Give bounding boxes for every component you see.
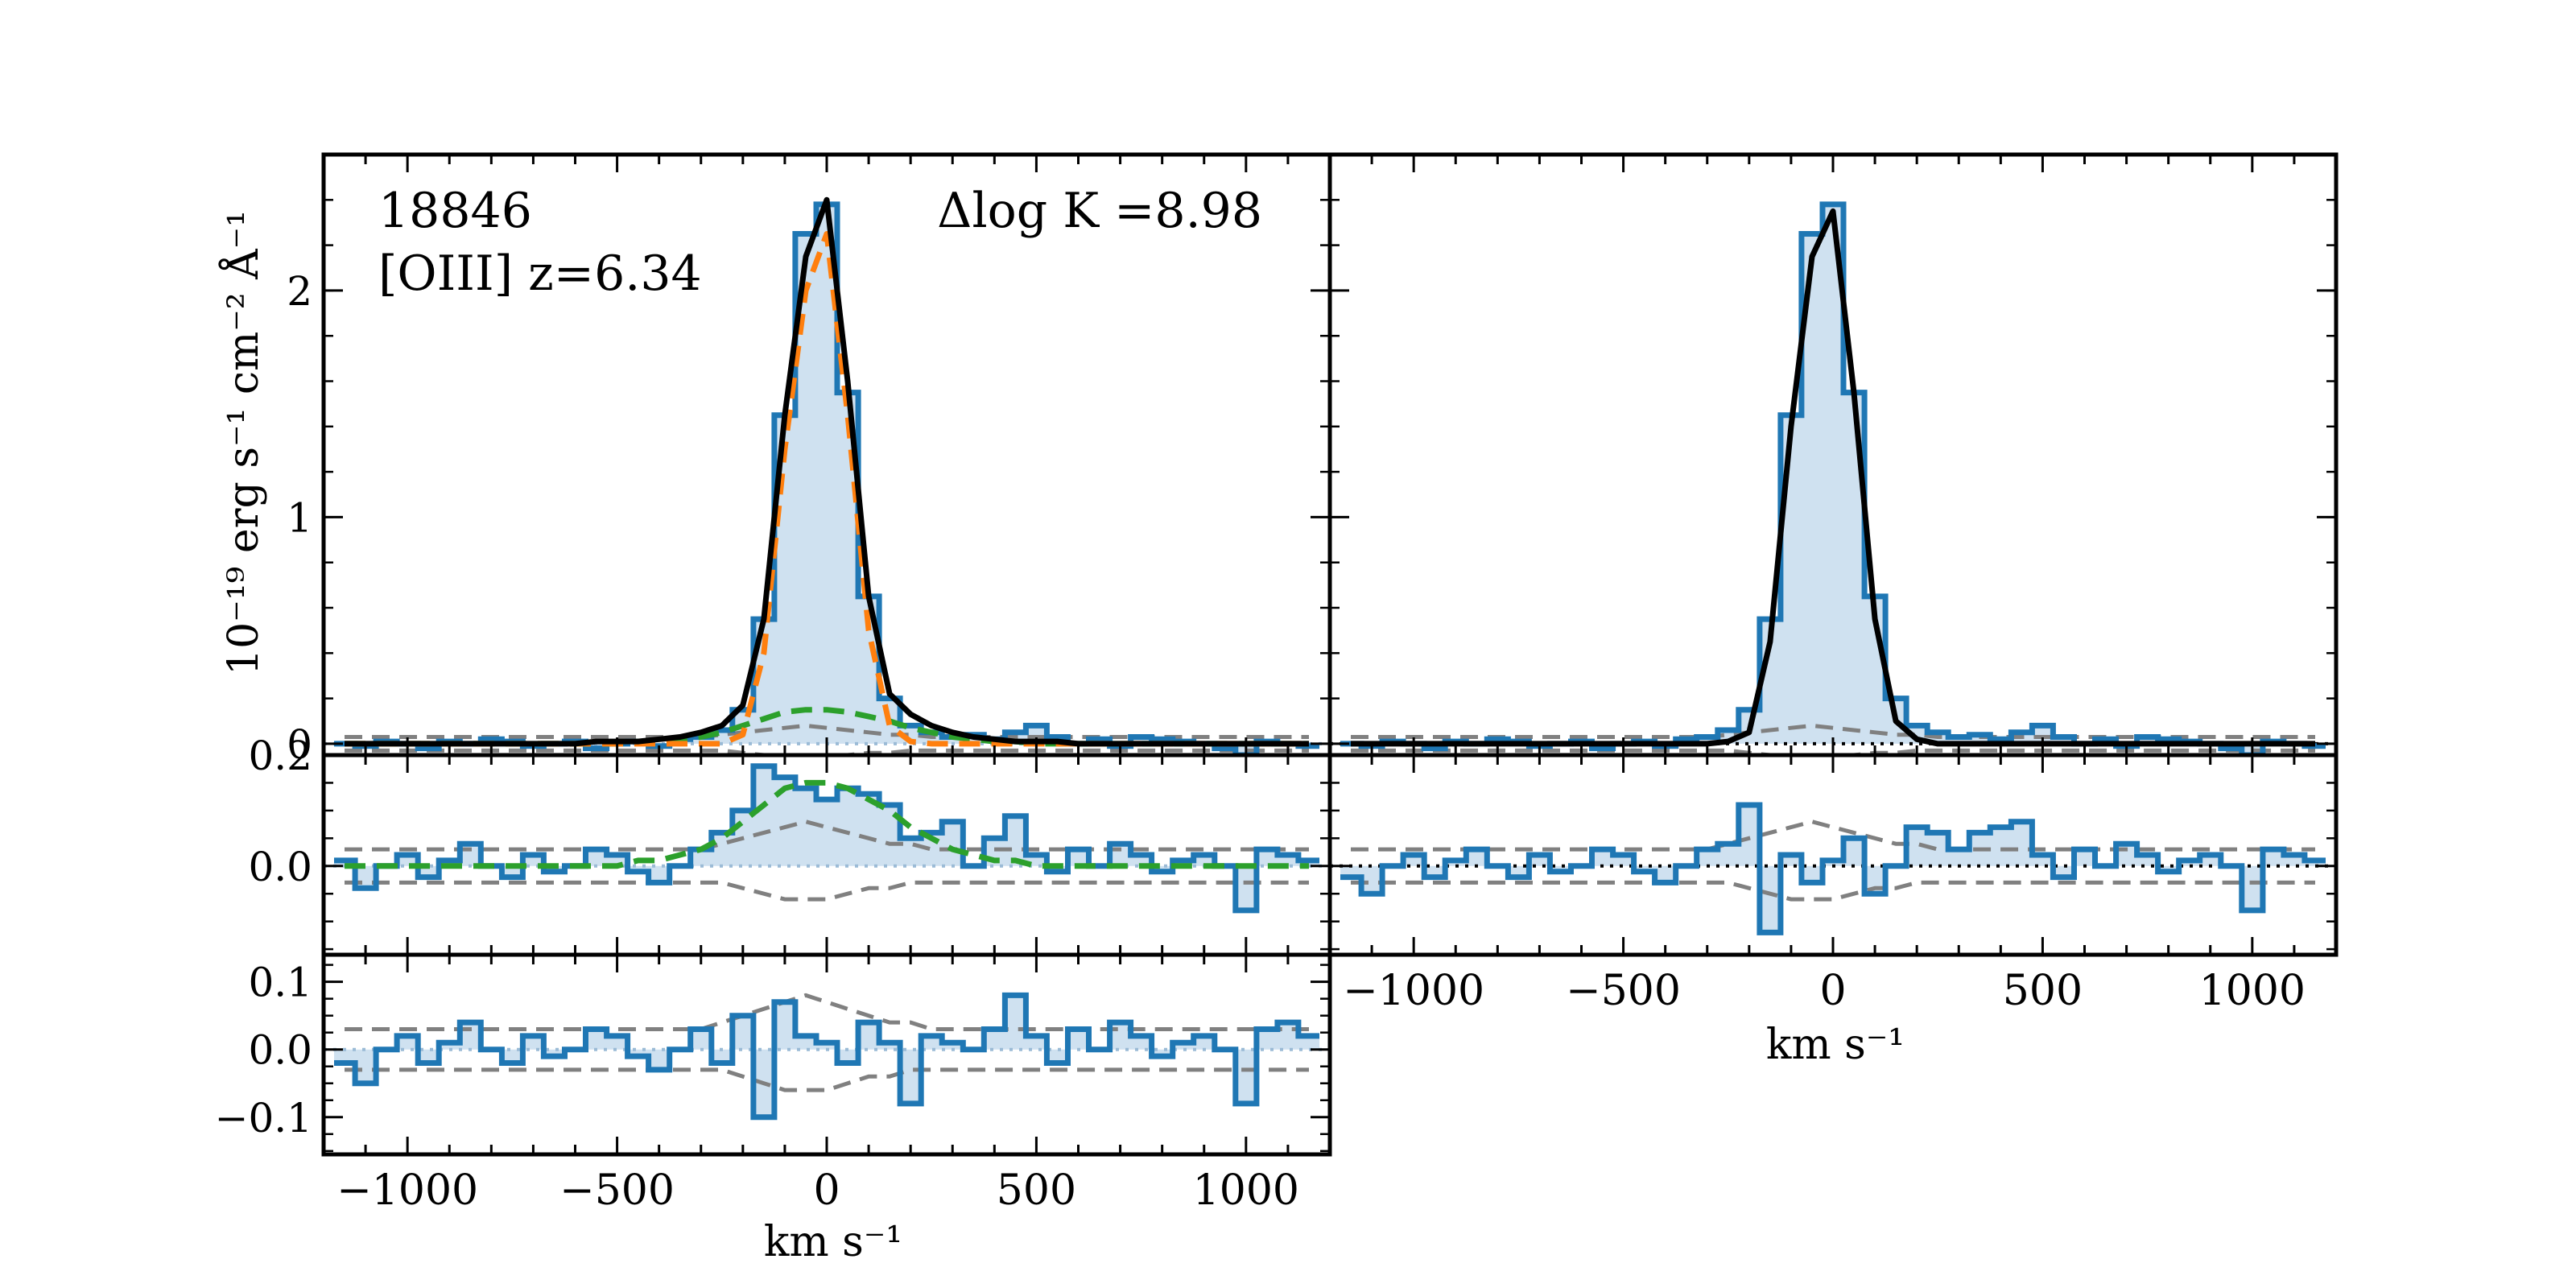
panel-mid-right: −1000 −500 0 500 1000 xyxy=(1327,753,2339,1015)
y-tick-label: 0.0 xyxy=(248,1027,312,1074)
x-tick-label: −500 xyxy=(559,1166,675,1215)
x-tick-label: −1000 xyxy=(336,1166,478,1215)
data-step-line xyxy=(1340,201,2326,755)
data-step-line xyxy=(334,992,1319,1121)
x-axis-label-left: km s⁻¹ xyxy=(764,1218,902,1266)
broad-model-curve xyxy=(345,779,1309,869)
x-axis-label-right: km s⁻¹ xyxy=(1766,1021,1905,1069)
y-tick-label: 1 xyxy=(287,494,312,541)
x-tick-label: 0 xyxy=(813,1166,840,1215)
x-tick-label: −1000 xyxy=(1343,967,1484,1015)
error-lower-line xyxy=(1351,748,2315,755)
x-tick-label: 1000 xyxy=(1193,1166,1299,1215)
y-tick-label: 0.2 xyxy=(248,733,312,779)
total-model-curve xyxy=(345,196,1309,747)
error-lower-line xyxy=(1351,880,2315,902)
y-tick-label: −0.1 xyxy=(215,1095,312,1141)
data-fill-area xyxy=(334,766,1319,910)
panel-top-right xyxy=(1327,152,2339,758)
total-model-curve xyxy=(1351,208,2315,747)
narrow-model-curve xyxy=(345,231,1309,747)
panel-bottom-left: −1000 −500 0 500 1000 −0.1 0.0 0.1 xyxy=(215,952,1332,1215)
y-axis-label: 10⁻¹⁹ erg s⁻¹ cm⁻² Å⁻¹ xyxy=(218,210,268,675)
delta-log-k-label: Δlog K =8.98 xyxy=(937,183,1262,239)
object-id-label: 18846 xyxy=(378,183,532,239)
data-fill-area xyxy=(334,204,1319,755)
y-tick-label: 2 xyxy=(287,268,312,315)
panel-mid-left: 0.0 0.2 xyxy=(248,733,1332,957)
y-tick-label: 0 xyxy=(287,721,312,768)
x-tick-label: 500 xyxy=(2003,967,2083,1015)
data-step-line xyxy=(1340,802,2326,935)
error-lower-line xyxy=(345,748,1309,755)
x-tick-label: 500 xyxy=(997,1166,1076,1215)
x-tick-label: 1000 xyxy=(2199,967,2306,1015)
y-tick-label: 0.0 xyxy=(248,844,312,890)
data-fill-area xyxy=(1340,204,2326,755)
error-lower-line xyxy=(345,880,1309,902)
error-upper-line xyxy=(345,819,1309,852)
x-tick-label: −500 xyxy=(1566,967,1681,1015)
x-tick-label: 0 xyxy=(1819,967,1846,1015)
line-redshift-label: [OIII] z=6.34 xyxy=(378,246,702,302)
error-upper-line xyxy=(1351,819,2315,852)
panel-top-left: 0 1 2 xyxy=(287,152,1332,768)
error-lower-line xyxy=(345,1067,1309,1092)
plot-area xyxy=(1330,802,2336,935)
plot-area xyxy=(324,992,1330,1121)
y-tick-label: 0.1 xyxy=(248,960,312,1006)
plot-area xyxy=(324,763,1330,914)
